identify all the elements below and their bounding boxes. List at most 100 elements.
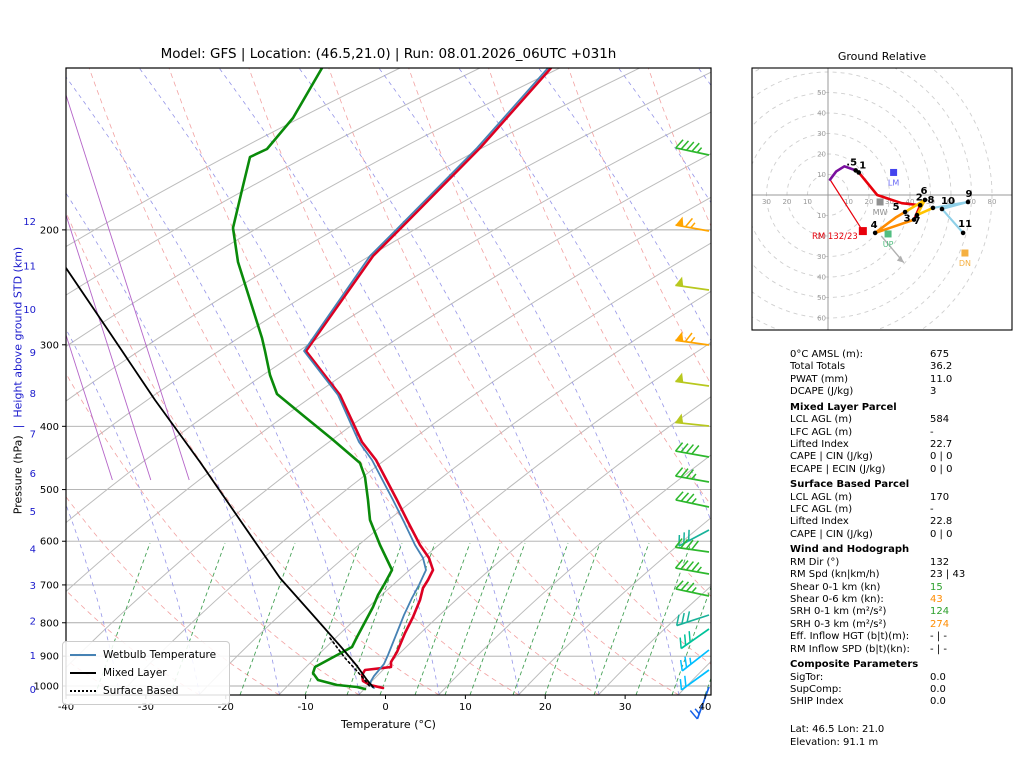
svg-text:30: 30 [885, 198, 894, 206]
x-tick-label: 0 [382, 702, 388, 713]
hodo-marker-label: LM [888, 178, 899, 187]
wind-barb [689, 686, 710, 720]
param-value: 675 [930, 349, 950, 360]
wind-barb [675, 611, 710, 627]
x-tick-label: 40 [699, 702, 712, 713]
hodograph-title: Ground Relative [837, 50, 927, 63]
svg-text:40: 40 [817, 274, 826, 282]
legend-line-sample [70, 654, 96, 656]
wind-barb-column [674, 139, 710, 720]
height-km-label: 1 [30, 651, 36, 662]
pressure-tick-label: 1000 [34, 682, 59, 693]
svg-text:20: 20 [865, 198, 874, 206]
param-row: DCAPE (J/kg) 3 [790, 386, 1016, 398]
svg-text:20: 20 [817, 233, 826, 241]
param-section-header: Wind and Hodograph [790, 544, 910, 556]
height-km-label: 4 [30, 544, 36, 555]
height-km-label: 6 [30, 469, 36, 480]
param-label: Total Totals [790, 361, 846, 373]
hodo-point-label: 5 [893, 202, 900, 213]
y-axis-label-separator: | [11, 417, 25, 436]
wind-barb [674, 467, 710, 483]
wind-barb [675, 216, 710, 232]
hodo-marker-up [884, 230, 892, 238]
svg-text:70: 70 [967, 198, 976, 206]
wind-barb [679, 669, 710, 691]
location-footer: Lat: 46.5 Lon: 21.0 Elevation: 91.1 m [790, 724, 1016, 749]
hodo-point-label: 1 [859, 160, 866, 171]
hodo-marker-label: MW [873, 208, 888, 217]
pressure-tick-label: 500 [40, 485, 59, 496]
param-row: Shear 0-1 km (kn) 15 [790, 582, 1016, 594]
param-value: - | - [930, 643, 947, 655]
param-row: RM Dir (°) 132 [790, 557, 1016, 569]
wind-barb [674, 538, 710, 553]
hodo-marker-dn [961, 249, 969, 257]
hodo-point-label: 6 [920, 186, 927, 197]
param-label: LFC AGL (m) [790, 504, 853, 516]
height-km-label: 2 [30, 616, 36, 627]
param-value: 15 [930, 581, 943, 593]
chart-title: Model: GFS | Location: (46.5,21.0) | Run… [160, 46, 617, 62]
height-km-label: 11 [23, 261, 36, 272]
hodo-point-label: 7 [913, 216, 920, 227]
rm-vector-label: RM 132/23 [812, 232, 858, 242]
svg-text:60: 60 [817, 315, 826, 323]
param-value: 11.0 [930, 373, 953, 385]
height-km-label: 8 [30, 389, 36, 400]
svg-text:50: 50 [817, 89, 826, 97]
legend-item: Surface Based [70, 682, 221, 700]
param-label: DCAPE (J/kg) [790, 386, 854, 398]
pressure-tick-label: 200 [40, 225, 59, 236]
param-label: SRH 0-1 km (m²/s²) [790, 606, 887, 618]
param-label: CAPE | CIN (J/kg) [790, 451, 873, 463]
height-km-label: 0 [30, 685, 36, 696]
hodo-marker-label: UP [883, 240, 894, 249]
curve-mixed-layer [66, 267, 374, 688]
hodograph-trace-3-5km [873, 210, 916, 235]
pressure-tick-label: 400 [40, 422, 59, 433]
x-tick-label: -10 [297, 702, 313, 713]
curve-temperature [304, 68, 553, 690]
wind-barb [675, 139, 710, 156]
param-row: SHIP Index 0.0 [790, 696, 1016, 708]
skewt-border [65, 67, 712, 696]
param-value: 36.2 [930, 361, 953, 373]
y-axis-label-height: Height above ground STD (km) [11, 246, 25, 418]
hodo-point-label: 3 [904, 214, 911, 225]
param-value: 0 | 0 [930, 463, 953, 475]
x-tick-label: -20 [218, 702, 234, 713]
x-tick-label: 20 [539, 702, 552, 713]
param-label: LCL AGL (m) [790, 491, 853, 503]
svg-text:30: 30 [817, 253, 826, 261]
param-row: Lifted Index 22.8 [790, 516, 1016, 528]
wind-barb [674, 442, 710, 458]
height-km-label: 10 [23, 305, 36, 316]
svg-text:10: 10 [844, 198, 853, 206]
height-km-label: 7 [30, 430, 36, 441]
svg-text:40: 40 [817, 110, 826, 118]
svg-text:10: 10 [817, 171, 826, 179]
param-value: 3 [930, 386, 937, 398]
x-tick-label: -30 [138, 702, 154, 713]
svg-text:10: 10 [817, 212, 826, 220]
param-label: SigTor: [790, 671, 824, 683]
param-value: 23 | 43 [930, 569, 966, 581]
hodo-marker-rm [858, 227, 867, 236]
param-value: 0.0 [930, 683, 946, 695]
param-row: ECAPE | ECIN (J/kg) 0 | 0 [790, 464, 1016, 476]
param-value: 0.0 [930, 671, 946, 683]
wind-barb [675, 491, 710, 508]
param-section-header: Mixed Layer Parcel [790, 401, 897, 413]
wind-barb [675, 580, 710, 597]
x-tick-label: 30 [619, 702, 632, 713]
svg-text:30: 30 [762, 198, 771, 206]
param-row: PWAT (mm) 11.0 [790, 374, 1016, 386]
curve-wetbulb-temperature [303, 68, 549, 689]
param-label: Lifted Index [790, 516, 849, 528]
param-label: SupComp: [790, 683, 842, 695]
svg-text:50: 50 [926, 198, 935, 206]
hodograph-plot-area: 10 20 30 40 50 60 70 80 10 20 30 10 20 30 40 50 10 20 30 40… [752, 68, 1012, 330]
wind-barb [679, 628, 710, 650]
